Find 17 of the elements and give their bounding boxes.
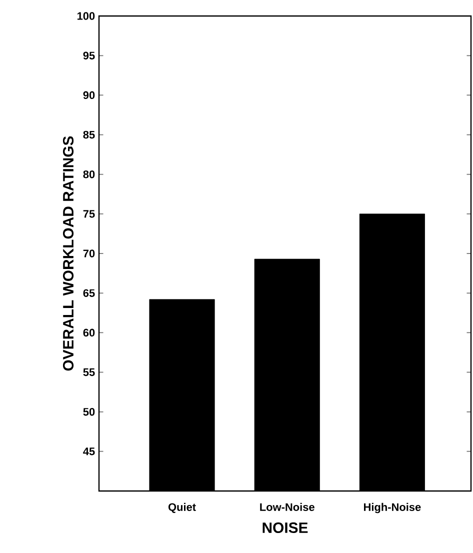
y-axis-title: OVERALL WORKLOAD RATINGS bbox=[62, 136, 74, 371]
x-tick-label: Quiet bbox=[168, 502, 196, 514]
y-tick-label: 85 bbox=[83, 130, 95, 139]
y-tick-label: 65 bbox=[83, 289, 95, 297]
y-tick-label: 50 bbox=[83, 408, 95, 416]
y-tick-label: 100 bbox=[77, 12, 95, 20]
y-tick-label: 45 bbox=[83, 448, 95, 456]
x-axis-title: NOISE bbox=[262, 522, 308, 533]
y-tick-label: 95 bbox=[83, 52, 95, 60]
y-tick-label: 70 bbox=[83, 250, 95, 258]
y-tick-label: 60 bbox=[83, 328, 95, 337]
y-tick-label: 55 bbox=[83, 368, 95, 376]
x-tick-label: Low-Noise bbox=[260, 502, 314, 511]
y-tick-label: 75 bbox=[83, 210, 95, 218]
y-tick-label: 90 bbox=[83, 91, 95, 100]
y-tick-label: 80 bbox=[83, 170, 95, 178]
x-tick-label: High-Noise bbox=[364, 502, 421, 514]
